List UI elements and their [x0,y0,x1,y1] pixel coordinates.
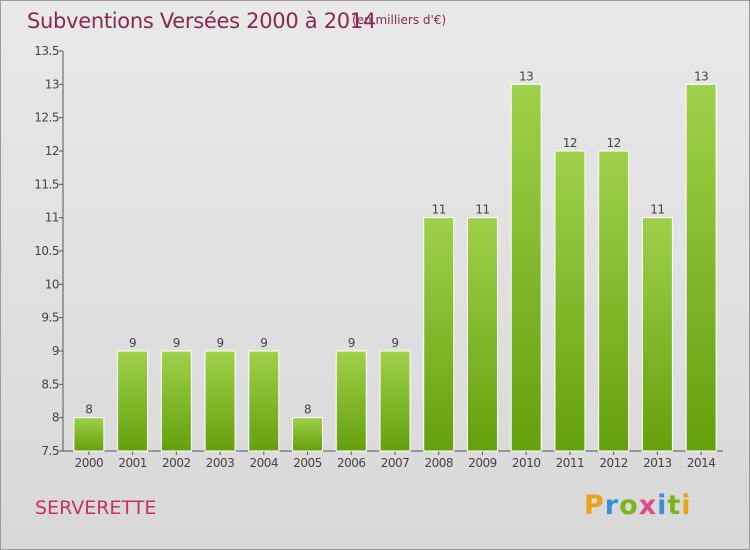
proxiti-logo[interactable]: Proxiti [584,490,692,521]
bar-value-label: 11 [432,203,446,217]
x-tick-label: 2000 [75,456,104,470]
chart-title: Subventions Versées 2000 à 2014 [27,9,376,33]
x-tick-label: 2002 [162,456,191,470]
bar-value-label: 9 [391,336,398,350]
unit-label: (en milliers d'€) [352,13,447,27]
commune-name: SERVERETTE [35,497,157,519]
bar [117,350,149,452]
axes: 7.5 8 8.5 9 9.5 10 10.5 11 11.5 12 12.5 13 13.5 2000 2… [34,44,723,470]
bar [160,350,192,452]
y-tick-label: 13 [45,77,59,91]
bar-value-label: 8 [85,403,92,417]
bar [466,217,498,452]
bar [554,150,586,452]
y-tick-label: 11 [45,211,59,225]
x-tick-label: 2007 [381,456,410,470]
bar [510,83,542,452]
y-tick-label: 10.5 [34,244,59,258]
y-tick-label: 8 [52,411,59,425]
x-tick-label: 2008 [424,456,453,470]
bar [73,417,105,452]
y-tick-label: 11.5 [34,177,59,191]
bar-value-label: 11 [475,203,489,217]
y-tick-label: 12.5 [34,111,59,125]
x-tick-label: 2011 [556,456,585,470]
bar [292,417,324,452]
bar [204,350,236,452]
bar [335,350,367,452]
y-tick-label: 10 [45,277,59,291]
bar-value-label: 12 [607,136,621,150]
bar-value-label: 9 [129,336,136,350]
x-tick-label: 2005 [293,456,322,470]
x-tick-label: 2006 [337,456,366,470]
bar-value-label: 9 [260,336,267,350]
bars [73,83,717,452]
bar-value-label: 8 [304,403,311,417]
y-tick-label: 8.5 [41,377,59,391]
x-tick-label: 2013 [643,456,672,470]
x-tick-label: 2004 [250,456,279,470]
x-tick-label: 2001 [118,456,147,470]
bar-value-label: 12 [563,136,577,150]
x-tick-label: 2009 [468,456,497,470]
y-tick-label: 13.5 [34,44,59,58]
y-tick-label: 9 [52,344,59,358]
bar-value-label: 13 [519,69,533,83]
bar [598,150,630,452]
x-tick-label: 2012 [599,456,628,470]
y-tick-label: 9.5 [41,311,59,325]
bar [379,350,411,452]
bar [423,217,455,452]
y-tick-label: 7.5 [41,444,59,458]
bar-value-label: 9 [216,336,223,350]
bar [641,217,673,452]
x-tick-label: 2010 [512,456,541,470]
bar [685,83,717,452]
x-tick-label: 2003 [206,456,235,470]
x-tick-label: 2014 [687,456,716,470]
bar [248,350,280,452]
data-labels: 8 9 9 9 9 8 9 9 11 11 13 12 12 11 13 [85,69,708,416]
bar-value-label: 9 [348,336,355,350]
bar-value-label: 9 [173,336,180,350]
bar-value-label: 11 [650,203,664,217]
bar-value-label: 13 [694,69,708,83]
y-tick-label: 12 [45,144,59,158]
